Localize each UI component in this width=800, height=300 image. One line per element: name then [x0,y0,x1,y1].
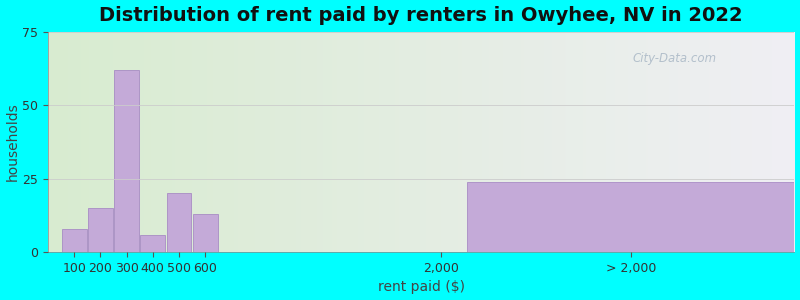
X-axis label: rent paid ($): rent paid ($) [378,280,465,294]
Bar [114,70,139,252]
Text: City-Data.com: City-Data.com [633,52,717,64]
Title: Distribution of rent paid by renters in Owyhee, NV in 2022: Distribution of rent paid by renters in … [99,6,743,25]
Bar [62,229,86,252]
Bar [467,182,794,252]
Y-axis label: households: households [6,103,19,181]
Bar [140,235,166,252]
Bar [166,194,191,252]
Bar [193,214,218,252]
Bar [88,208,113,252]
